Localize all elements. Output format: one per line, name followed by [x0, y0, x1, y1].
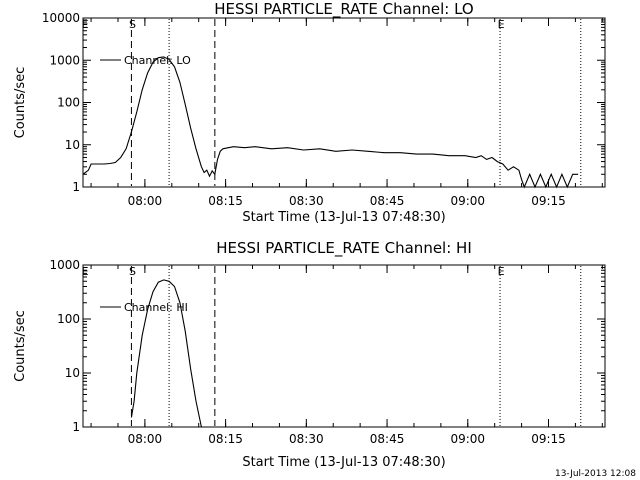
x-tick-label: 09:00 — [450, 432, 485, 446]
marker-label: E — [498, 18, 505, 31]
plot-frame — [82, 264, 606, 428]
legend-label: Channel: LO — [124, 54, 191, 67]
x-tick-label: 08:15 — [208, 432, 243, 446]
y-tick-label: 100 — [57, 312, 80, 326]
x-tick-label: 09:00 — [450, 194, 485, 208]
x-tick-label: 08:00 — [128, 432, 163, 446]
y-tick-label: 10 — [65, 366, 80, 380]
x-tick-label: 08:45 — [370, 194, 405, 208]
y-tick-label: 1000 — [49, 258, 80, 272]
marker-label: E — [82, 18, 89, 31]
y-tick-label: 10 — [65, 138, 80, 152]
marker-label: S — [129, 18, 136, 31]
series-line — [82, 56, 579, 189]
x-tick-label: 08:30 — [289, 194, 324, 208]
x-tick-label: 09:15 — [531, 194, 566, 208]
y-axis-label: Counts/sec — [13, 310, 28, 382]
plot-frame — [82, 17, 606, 188]
x-tick-label: 08:45 — [370, 432, 405, 446]
marker-label: E — [82, 265, 89, 278]
y-tick-label: 1000 — [49, 53, 80, 67]
marker-label: S — [129, 265, 136, 278]
x-tick-label: 08:15 — [208, 194, 243, 208]
y-tick-label: 100 — [57, 96, 80, 110]
chart-title: HESSI PARTICLE_RATE Channel: HI — [216, 239, 472, 258]
chart-title: HESSI PARTICLE_RATE Channel: LO — [214, 0, 473, 19]
y-tick-label: 1 — [72, 180, 80, 194]
legend-label: Channel: HI — [124, 301, 188, 314]
x-axis-label: Start Time (13-Jul-13 07:48:30) — [242, 455, 445, 470]
x-axis-label: Start Time (13-Jul-13 07:48:30) — [242, 210, 445, 225]
x-tick-label: 08:30 — [289, 432, 324, 446]
x-tick-label: 08:00 — [128, 194, 163, 208]
hi-channel-panel: HESSI PARTICLE_RATE Channel: HI 08:00 08:1… — [13, 239, 606, 470]
footer-timestamp: 13-Jul-2013 12:08 — [555, 469, 636, 479]
y-axis-label: Counts/sec — [13, 67, 28, 139]
lo-channel-panel: HESSI PARTICLE_RATE Channel: LO 08:00 08:1… — [13, 0, 606, 225]
y-tick-label: 1 — [72, 420, 80, 434]
x-tick-label: 09:15 — [531, 432, 566, 446]
series-line — [130, 279, 202, 428]
marker-label: E — [498, 265, 505, 278]
y-tick-label: 10000 — [42, 11, 80, 25]
